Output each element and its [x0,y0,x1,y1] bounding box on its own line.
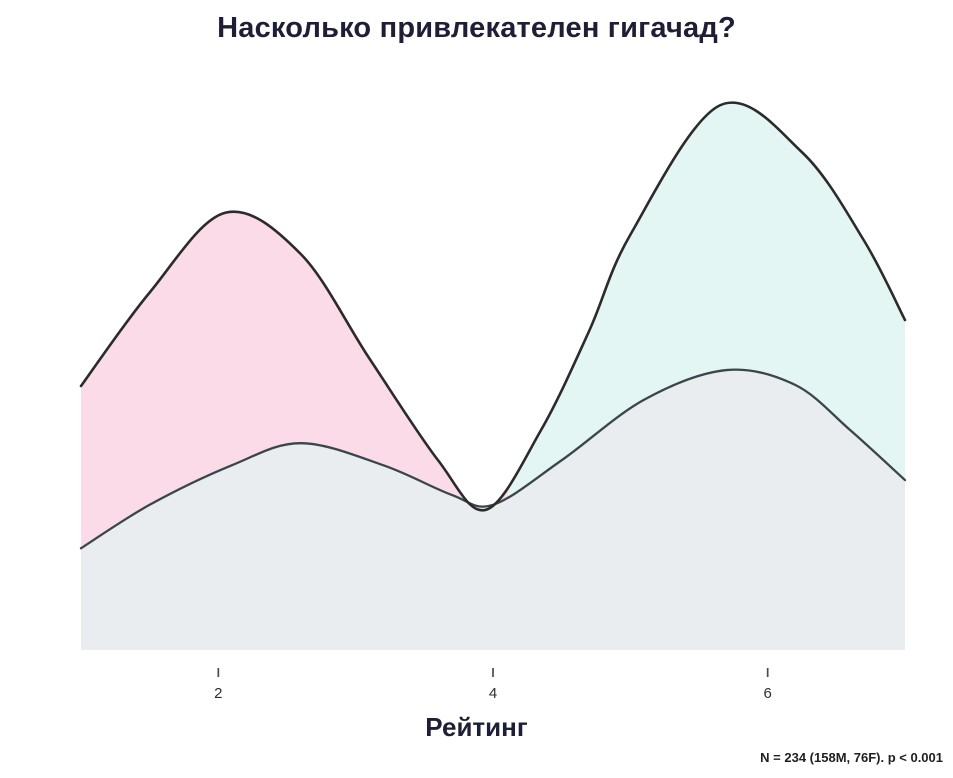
bimodal-density-line [79,101,907,512]
x-tick-label: 4 [489,685,497,702]
gray-density-area [81,369,905,650]
x-tick-label: 2 [214,685,222,702]
sample-size-annotation: N = 234 (158M, 76F). p < 0.001 [760,750,943,765]
chart-title: Насколько привлекателен гигачад? [217,12,736,44]
x-axis-label: Рейтинг [425,712,528,742]
x-tick-label: 6 [763,685,771,702]
